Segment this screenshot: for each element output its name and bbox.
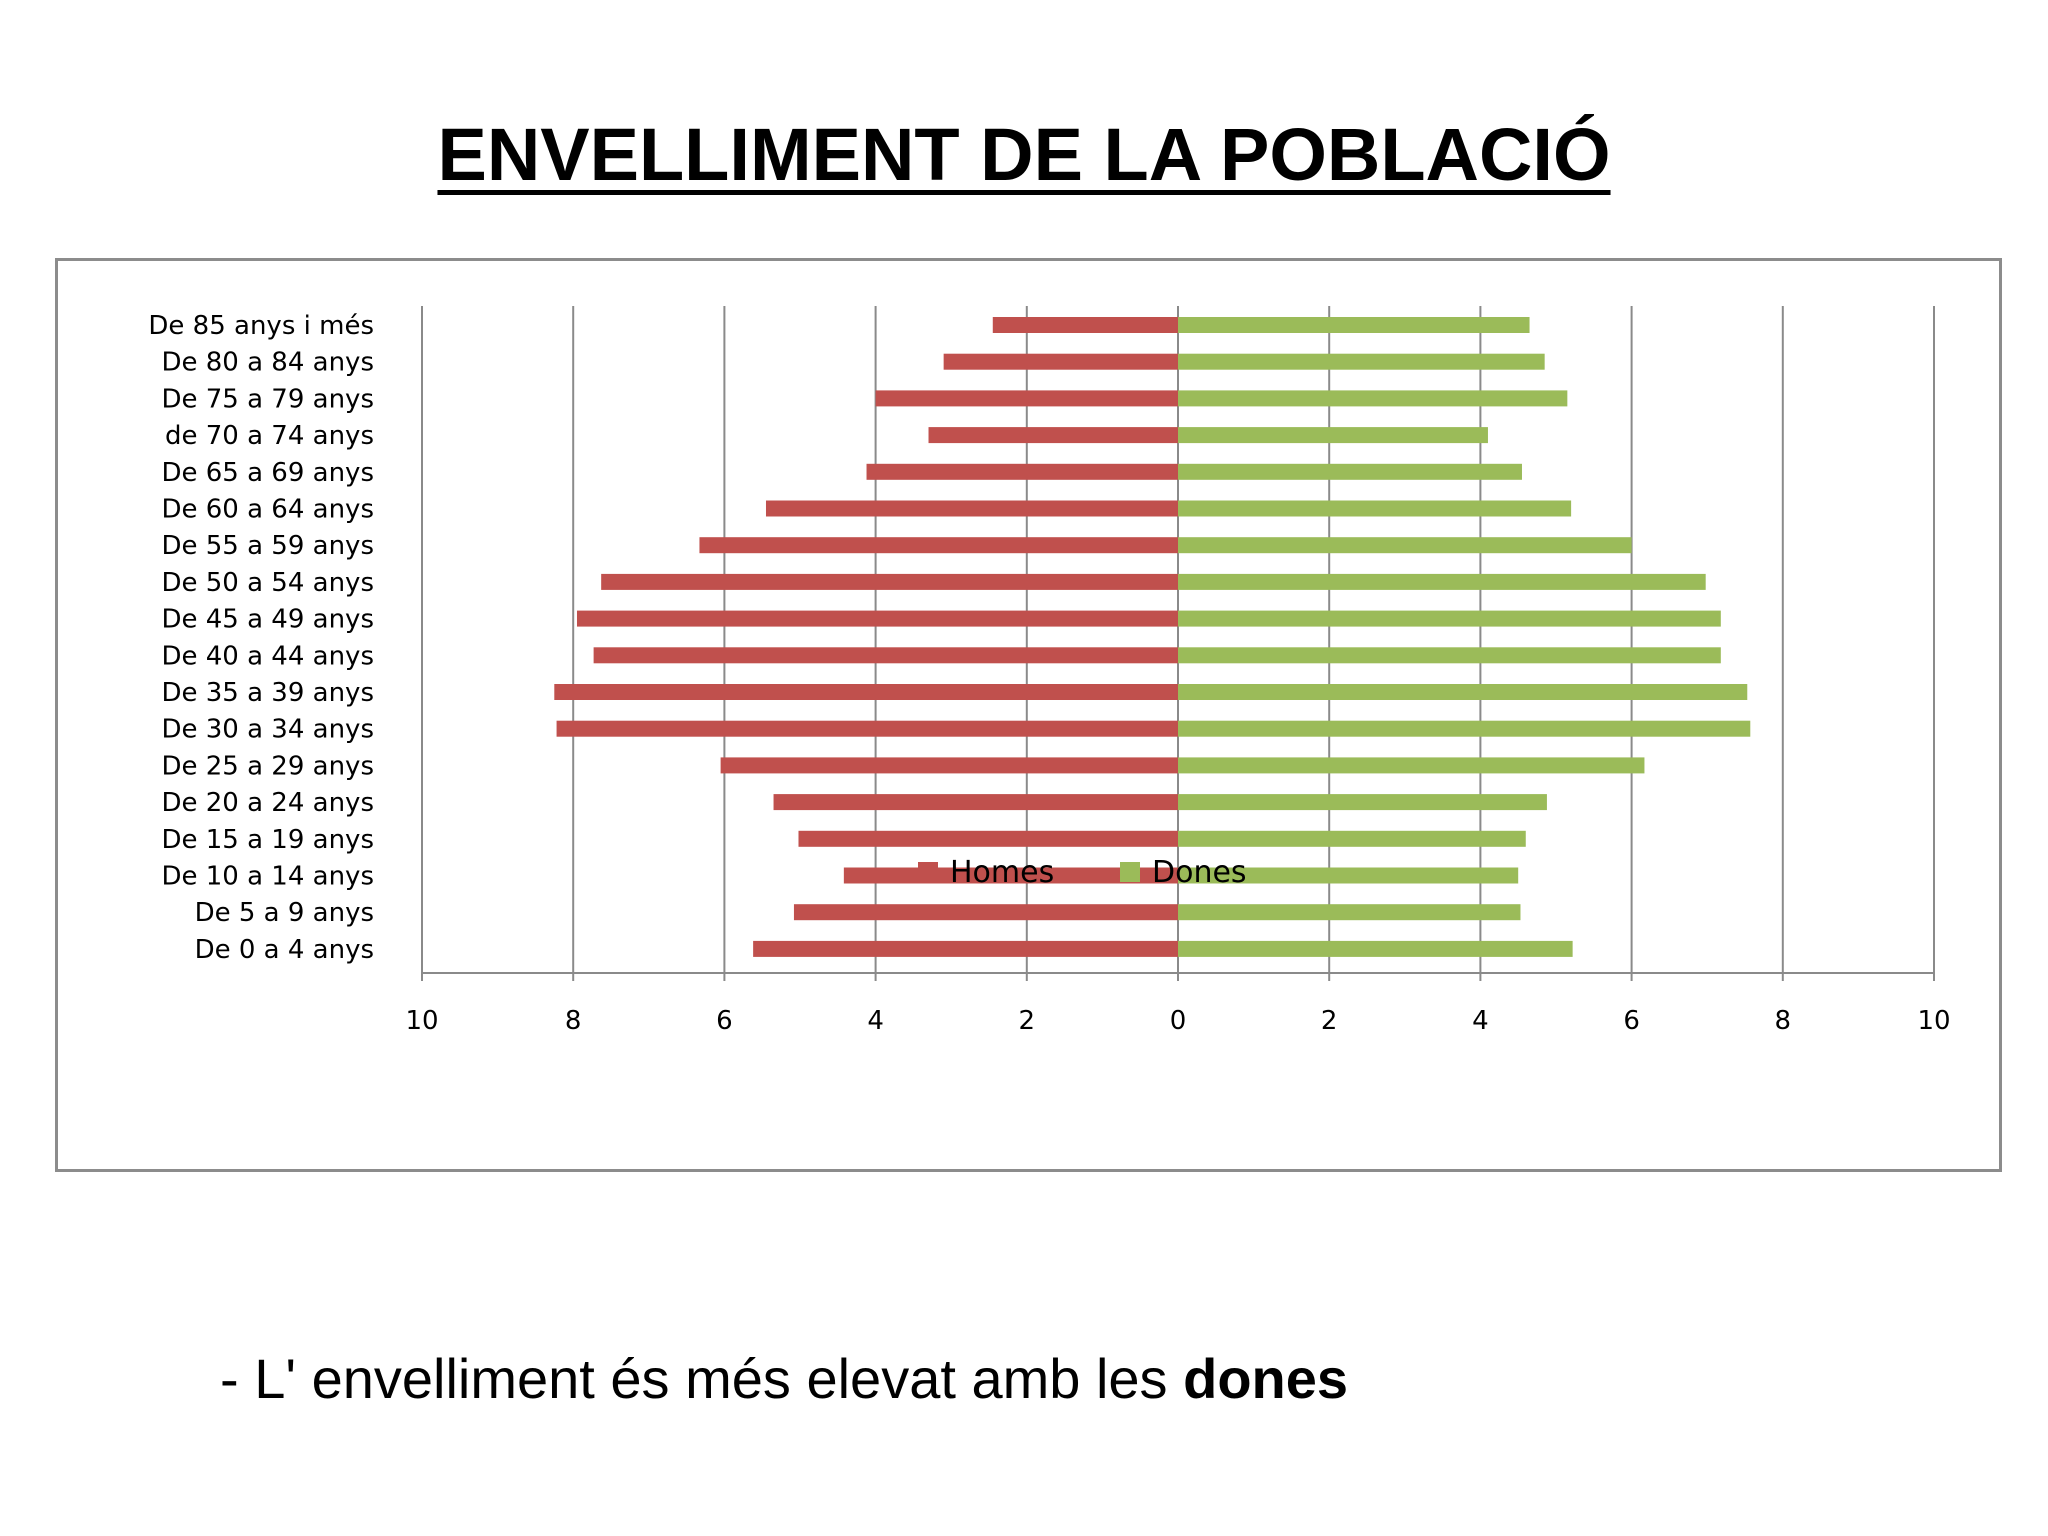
- bars: [554, 317, 1751, 957]
- bar-homes: [765, 500, 1178, 517]
- legend-swatch-homes: [918, 862, 938, 882]
- bar-dones: [1178, 794, 1547, 811]
- category-label: De 55 a 59 anys: [161, 531, 374, 561]
- tick-label: 10: [1917, 1006, 1950, 1036]
- category-label: De 45 a 49 anys: [161, 605, 374, 635]
- category-label: De 0 a 4 anys: [195, 935, 374, 965]
- category-label: De 75 a 79 anys: [161, 384, 374, 414]
- legend-label-dones: Dones: [1152, 855, 1247, 890]
- category-label: de 70 a 74 anys: [165, 421, 374, 451]
- bullet-point: - L' envelliment és més elevat amb les d…: [220, 1346, 1348, 1411]
- tick-label: 8: [565, 1006, 582, 1036]
- bullet-bold-text: dones: [1183, 1347, 1349, 1410]
- legend-swatch-dones: [1120, 862, 1140, 882]
- bar-homes: [943, 353, 1178, 370]
- bar-homes: [866, 463, 1178, 480]
- tick-label: 4: [1472, 1006, 1489, 1036]
- bar-homes: [554, 684, 1178, 700]
- population-pyramid-chart: De 85 anys i més De 80 a 84 anys De 75 a 7…: [148, 306, 1951, 1036]
- category-label: De 20 a 24 anys: [161, 788, 374, 818]
- bar-homes: [720, 757, 1178, 774]
- axes: [421, 972, 1935, 981]
- category-label: De 60 a 64 anys: [161, 495, 374, 525]
- tick-label: 0: [1170, 1006, 1187, 1036]
- bar-homes: [773, 794, 1178, 811]
- bar-homes: [601, 573, 1178, 590]
- bar-homes: [928, 427, 1178, 444]
- bar-dones: [1178, 463, 1522, 480]
- tick-labels: 10 8 6 4 2 0 2 4 6 8 10: [405, 1006, 1950, 1036]
- tick-label: 8: [1775, 1006, 1792, 1036]
- bar-homes: [593, 647, 1178, 664]
- tick-label: 2: [1321, 1006, 1338, 1036]
- category-label: De 10 a 14 anys: [161, 862, 374, 892]
- category-label: De 5 a 9 anys: [195, 898, 374, 928]
- bar-dones: [1178, 720, 1751, 737]
- category-labels: De 85 anys i més De 80 a 84 anys De 75 a 7…: [148, 311, 374, 965]
- bar-homes: [992, 317, 1178, 333]
- bar-dones: [1178, 353, 1545, 370]
- bar-dones: [1178, 317, 1530, 333]
- category-label: De 80 a 84 anys: [161, 348, 374, 378]
- chart-frame: De 85 anys i més De 80 a 84 anys De 75 a 7…: [55, 258, 2002, 1172]
- slide-title: ENVELLIMENT DE LA POBLACIÓ: [0, 112, 2048, 197]
- tick-label: 4: [867, 1006, 884, 1036]
- bar-dones: [1178, 904, 1521, 921]
- category-label: De 25 a 29 anys: [161, 751, 374, 781]
- tick-label: 6: [1623, 1006, 1640, 1036]
- bar-dones: [1178, 427, 1488, 444]
- bar-dones: [1178, 500, 1572, 517]
- bar-dones: [1178, 830, 1526, 847]
- bar-dones: [1178, 610, 1721, 627]
- category-label: De 50 a 54 anys: [161, 568, 374, 598]
- category-label: De 30 a 34 anys: [161, 715, 374, 745]
- category-label: De 65 a 69 anys: [161, 458, 374, 488]
- bar-dones: [1178, 940, 1573, 957]
- category-label: De 85 anys i més: [148, 311, 374, 341]
- bar-dones: [1178, 573, 1706, 590]
- legend-label-homes: Homes: [950, 855, 1054, 890]
- category-label: De 40 a 44 anys: [161, 641, 374, 671]
- tick-label: 6: [716, 1006, 733, 1036]
- bar-homes: [699, 537, 1178, 554]
- tick-label: 2: [1019, 1006, 1036, 1036]
- legend: Homes Dones: [918, 855, 1247, 890]
- bar-homes: [793, 904, 1178, 921]
- bullet-text: - L' envelliment és més elevat amb les: [220, 1347, 1184, 1410]
- bar-dones: [1178, 390, 1568, 407]
- grid-lines: [421, 306, 1935, 973]
- bar-homes: [798, 830, 1178, 847]
- bar-homes: [875, 390, 1178, 407]
- slide-title-text: ENVELLIMENT DE LA POBLACIÓ: [437, 113, 1611, 196]
- category-label: De 15 a 19 anys: [161, 825, 374, 855]
- bar-homes: [576, 610, 1178, 627]
- bar-dones: [1178, 757, 1645, 774]
- bar-dones: [1178, 867, 1519, 884]
- bar-dones: [1178, 684, 1748, 700]
- bar-homes: [753, 940, 1178, 957]
- bar-dones: [1178, 647, 1721, 664]
- tick-label: 10: [405, 1006, 438, 1036]
- bar-homes: [556, 720, 1178, 737]
- category-label: De 35 a 39 anys: [161, 678, 374, 708]
- bar-dones: [1178, 537, 1632, 554]
